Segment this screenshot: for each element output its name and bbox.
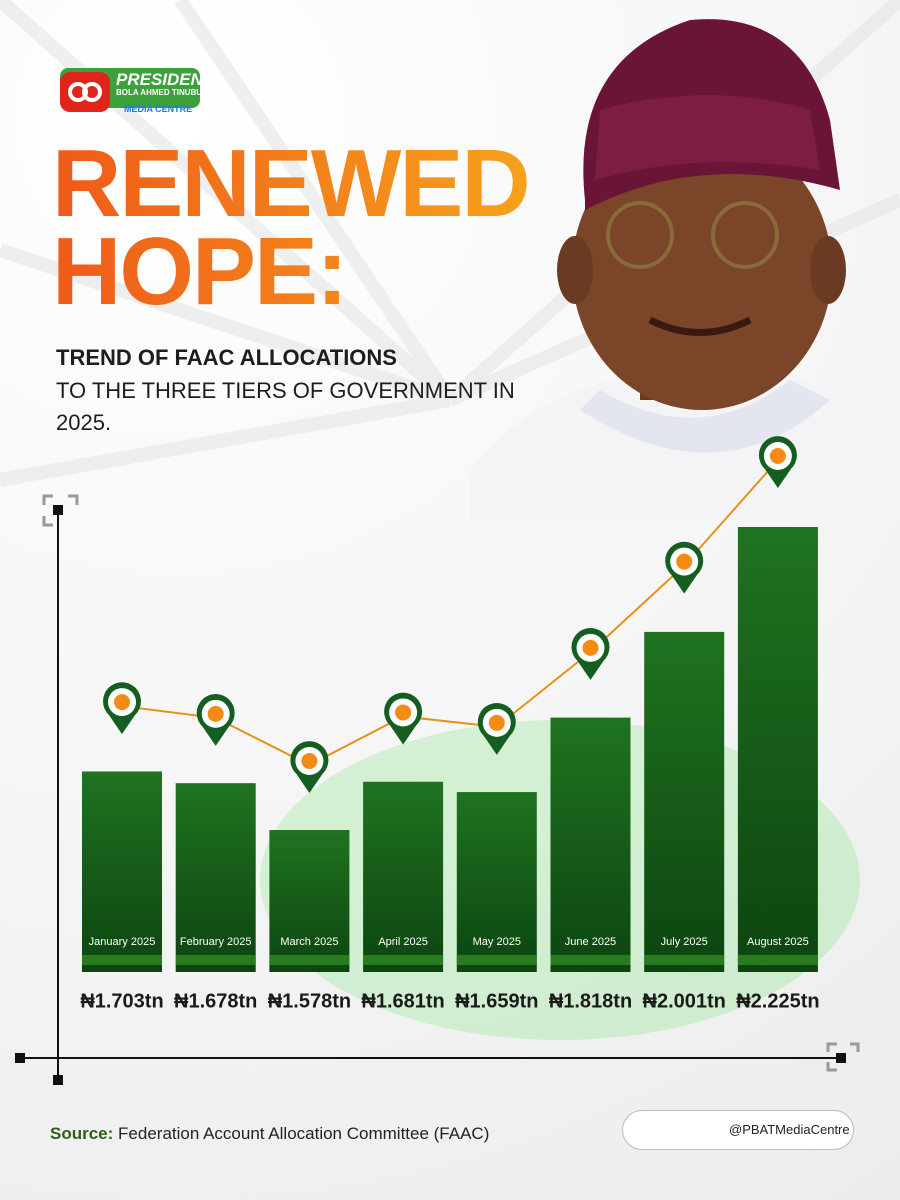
pin-dot [301, 753, 318, 769]
value-label: ₦2.001tn [643, 990, 726, 1012]
axes [20, 510, 840, 1080]
pin-dot [582, 639, 599, 656]
portrait [470, 19, 900, 520]
pin [477, 702, 516, 755]
bar-stripe [269, 955, 350, 965]
pin [571, 628, 610, 680]
logo-line1: PRESIDENT [116, 70, 214, 89]
axis-ends [15, 505, 846, 1085]
value-label: ₦1.818tn [549, 990, 632, 1012]
pin-dot [114, 694, 130, 711]
value-label: ₦1.678tn [174, 990, 257, 1012]
pin-dot [676, 553, 693, 570]
category-label: August 2025 [747, 936, 809, 948]
source-text: Federation Account Allocation Committee … [118, 1124, 490, 1143]
source-label: Source: [50, 1124, 114, 1143]
bar-stripe [456, 955, 537, 965]
pin [102, 682, 141, 735]
category-label: March 2025 [280, 936, 338, 948]
category-label: June 2025 [565, 936, 616, 948]
pin-dot [207, 705, 224, 722]
value-label: ₦1.578tn [268, 990, 351, 1012]
pin [758, 436, 797, 488]
handle-text: @PBATMediaCentre [729, 1122, 850, 1137]
category-label: July 2025 [661, 936, 708, 948]
pin [384, 692, 423, 745]
category-label: February 2025 [180, 936, 252, 948]
bar [363, 781, 444, 972]
bar [644, 631, 725, 972]
value-label: ₦1.703tn [80, 990, 163, 1012]
pin-dot [488, 714, 505, 731]
bar-stripe [363, 955, 444, 965]
subtitle-bold: TREND OF FAAC ALLOCATIONS [56, 345, 397, 370]
logo-line2: BOLA AHMED TINUBU [116, 88, 203, 97]
source: Source: Federation Account Allocation Co… [50, 1124, 489, 1144]
pin [290, 741, 329, 793]
title: RENEWED HOPE: [52, 136, 572, 320]
logo-line3: MEDIA CENTRE [124, 104, 193, 114]
logo [60, 68, 200, 112]
category-label: May 2025 [473, 936, 521, 948]
bar [175, 783, 256, 972]
bar-stripe [550, 955, 631, 965]
corner-brackets [42, 494, 860, 1072]
value-label: ₦1.681tn [361, 990, 444, 1012]
bar-stripe [644, 955, 725, 965]
pin [665, 541, 704, 594]
bar [269, 830, 350, 972]
bar [456, 792, 537, 972]
bar-stripe [82, 955, 162, 965]
pin-dot [769, 448, 786, 464]
category-label: April 2025 [378, 936, 428, 948]
bar [82, 771, 162, 972]
bar-stripe [175, 955, 256, 965]
category-label: January 2025 [89, 936, 156, 948]
pin-dot [395, 704, 412, 721]
value-label: ₦1.659tn [455, 990, 538, 1012]
social-handle: @PBATMediaCentre [622, 1110, 854, 1150]
bar [550, 717, 631, 972]
pin [196, 694, 235, 746]
bar-stripe [737, 955, 818, 965]
bar [737, 527, 818, 972]
subtitle: TO THE THREE TIERS OF GOVERNMENT IN 2025… [56, 378, 515, 435]
value-label: ₦2.225tn [736, 990, 819, 1012]
trend-line [121, 459, 779, 767]
